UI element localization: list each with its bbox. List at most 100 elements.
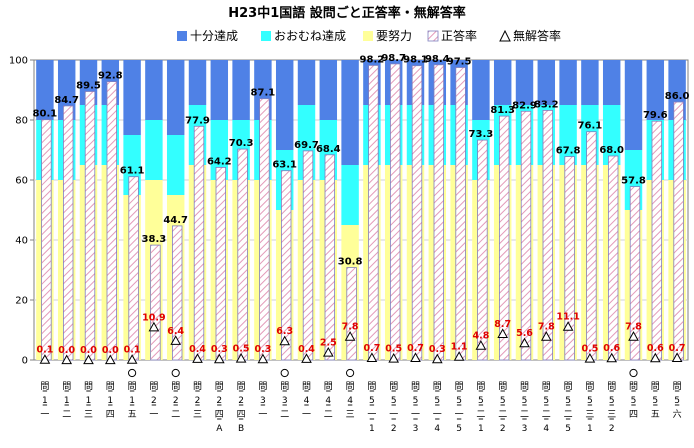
- x-tick-label: 問 1 五: [128, 368, 137, 420]
- legend-marker: [499, 29, 511, 42]
- x-tick-char: 一: [389, 410, 398, 420]
- x-tick-char: 問: [302, 381, 311, 392]
- x-tick-label: 問 5 二 5: [564, 381, 573, 434]
- x-tick-char: 1: [369, 424, 375, 434]
- bar-juubun: [275, 60, 294, 150]
- seitou-label: 76.1: [578, 121, 603, 132]
- category-group: 98.2 0.7: [360, 54, 384, 362]
- x-tick-char: 1: [86, 396, 92, 406]
- muka-label: 0.1: [124, 345, 141, 356]
- circle-mark-icon: [280, 368, 289, 378]
- seitou-label: 83.2: [534, 99, 559, 110]
- x-tick-char: 三: [84, 410, 93, 420]
- muka-label: 7.8: [342, 322, 359, 333]
- bar-juubun: [210, 60, 229, 120]
- muka-label: 0.6: [647, 343, 664, 354]
- category-group: 87.1 0.3: [251, 60, 275, 364]
- bar-seitou: [281, 170, 292, 361]
- x-tick-label: 問 1 四: [106, 381, 115, 420]
- muka-label: 0.0: [80, 345, 97, 356]
- bar-seitou: [477, 139, 488, 361]
- seitou-label: 82.9: [512, 100, 537, 111]
- legend-item: 要努力: [363, 28, 412, 43]
- x-tick-label: 問 5 一 4: [433, 381, 442, 434]
- category-group: 83.2 7.8: [534, 60, 559, 361]
- muka-marker: [671, 352, 683, 362]
- x-tick-char: 1: [42, 396, 48, 406]
- muka-marker: [279, 335, 291, 346]
- category-group: 30.8 7.8: [338, 60, 362, 361]
- bar-juubun: [341, 60, 359, 165]
- legend-label: おおむね達成: [274, 29, 346, 43]
- bar-seitou: [302, 150, 314, 361]
- category-group: 77.9 0.4: [185, 60, 210, 363]
- category-group: 44.7 6.4: [163, 60, 188, 361]
- muka-marker: [475, 340, 487, 350]
- muka-label: 0.4: [189, 344, 206, 355]
- seitou-label: 98.7: [381, 53, 406, 64]
- x-tick-char: 六: [673, 408, 682, 420]
- muka-label: 0.3: [211, 344, 228, 355]
- bar-seitou: [542, 110, 553, 361]
- muka-label: 0.0: [58, 345, 75, 356]
- category-group: 98.4 0.3: [425, 54, 450, 364]
- x-tick-char: 五: [651, 410, 660, 420]
- seitou-label: 63.1: [272, 160, 297, 171]
- x-tick-char: 問: [237, 381, 246, 392]
- x-tick-char: 一: [302, 410, 311, 420]
- seitou-label: 98.4: [425, 54, 450, 65]
- bar-juubun: [472, 60, 490, 120]
- muka-label: 0.5: [581, 344, 598, 355]
- category-group: 38.3 10.9: [142, 60, 166, 361]
- bar-juubun: [646, 60, 665, 120]
- seitou-label: 86.0: [665, 91, 690, 102]
- x-tick-char: 二: [542, 410, 551, 420]
- legend-swatch: [261, 31, 271, 41]
- muka-marker: [606, 352, 618, 363]
- circle-mark-icon: [346, 368, 355, 378]
- muka-marker: [410, 352, 421, 362]
- muka-marker: [584, 352, 596, 363]
- category-group: 73.3 4.8: [469, 60, 493, 361]
- legend-label: 無解答率: [513, 28, 561, 43]
- x-tick-char: 2: [216, 396, 222, 406]
- x-tick-char: 問: [324, 381, 333, 392]
- seitou-label: 69.7: [294, 140, 319, 151]
- x-tick-char: 一: [455, 410, 464, 420]
- bar-seitou: [368, 65, 379, 361]
- x-tick-char: 4: [347, 396, 353, 406]
- seitou-label: 70.3: [229, 138, 254, 149]
- y-tick-label: 60: [15, 176, 28, 187]
- category-group: 97.5 1.1: [447, 57, 471, 361]
- x-tick-char: 5: [543, 396, 549, 406]
- x-tick-char: 一: [411, 410, 420, 420]
- x-tick-char: 問: [258, 381, 267, 392]
- legend-label: 要努力: [376, 28, 412, 43]
- x-tick-char: 5: [565, 396, 571, 406]
- seitou-label: 81.3: [490, 105, 515, 116]
- seitou-label: 84.7: [54, 95, 79, 106]
- y-axis: 0 20 40 60 80 100: [9, 56, 34, 367]
- x-axis: 問1一問1二問1三問1四問1五問2一問2二問2三問2四A問2四B問3一問3二問4…: [40, 368, 682, 434]
- muka-label: 0.7: [407, 343, 424, 354]
- muka-marker: [148, 321, 160, 332]
- seitou-label: 79.6: [643, 110, 668, 121]
- x-tick-char: 一: [149, 410, 158, 420]
- category-group: 68.4 2.5: [316, 60, 341, 361]
- x-tick-char: 二: [564, 410, 573, 420]
- seitou-label: 68.0: [599, 145, 624, 156]
- muka-label: 0.5: [233, 344, 250, 355]
- bar-seitou: [411, 65, 423, 361]
- bar-seitou: [172, 225, 183, 361]
- bar-seitou: [390, 63, 401, 361]
- seitou-label: 57.8: [621, 176, 646, 187]
- legend-swatch: [177, 31, 187, 41]
- bar-juubun: [123, 60, 141, 135]
- category-group: 70.3 0.5: [229, 60, 254, 363]
- x-tick-char: 一: [367, 410, 376, 420]
- x-tick-char: 問: [193, 381, 202, 392]
- x-tick-label: 問 4 二: [324, 381, 333, 420]
- bar-seitou: [673, 101, 684, 361]
- x-tick-char: 三: [607, 410, 616, 420]
